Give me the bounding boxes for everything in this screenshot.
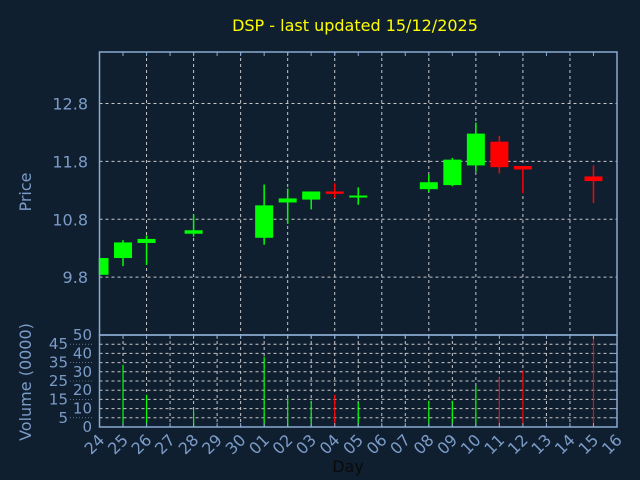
candle-body xyxy=(114,242,133,259)
price-axis-label: Price xyxy=(16,172,35,211)
x-axis-label: Day xyxy=(332,457,364,476)
candle-body xyxy=(443,159,462,186)
price-tick-label: 10.8 xyxy=(52,210,88,229)
candle-body xyxy=(255,205,274,238)
volume-tick-label: 10 xyxy=(73,400,92,418)
candle-body xyxy=(490,141,509,168)
candle-body xyxy=(466,133,485,166)
candle-body xyxy=(419,182,438,190)
price-tick-label: 11.8 xyxy=(52,152,88,171)
price-tick-label: 12.8 xyxy=(52,95,88,114)
volume-tick-label: 20 xyxy=(73,381,92,399)
volume-tick-label: 15 xyxy=(49,390,68,408)
x-tick-label: 16 xyxy=(598,430,626,458)
candle-body xyxy=(302,191,321,200)
candle-body xyxy=(137,238,156,243)
volume-tick-label: 5 xyxy=(58,409,68,427)
candle-body xyxy=(325,191,344,194)
chart-title: DSP - last updated 15/12/2025 xyxy=(232,16,478,35)
candle-body xyxy=(99,258,109,275)
volume-tick-label: 0 xyxy=(82,418,92,436)
volume-plot-frame xyxy=(98,334,618,428)
volume-tick-label: 45 xyxy=(49,335,68,353)
volume-tick-label: 25 xyxy=(49,372,68,390)
volume-tick-label: 35 xyxy=(49,354,68,372)
volume-axis-label: Volume (0000) xyxy=(16,323,35,441)
candle-body xyxy=(513,166,532,170)
candle-body xyxy=(184,230,203,234)
volume-tick-label: 30 xyxy=(73,363,92,381)
candle-body xyxy=(584,176,603,182)
price-tick-label: 9.8 xyxy=(63,268,88,287)
volume-tick-label: 50 xyxy=(73,326,92,344)
candle-body xyxy=(278,198,297,203)
volume-tick-label: 40 xyxy=(73,344,92,362)
candle-body xyxy=(349,195,368,198)
